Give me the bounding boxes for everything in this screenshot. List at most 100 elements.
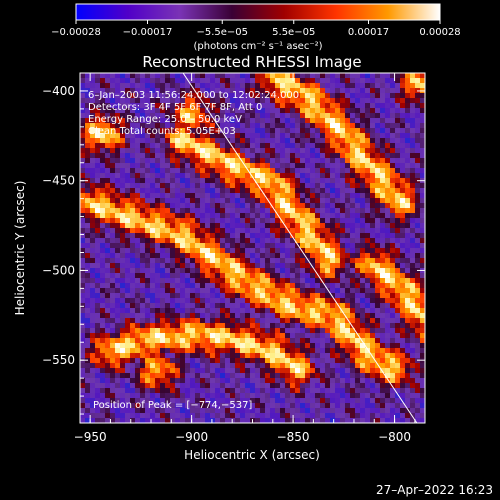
heatmap-cell: [195, 308, 201, 314]
heatmap-cell: [400, 178, 406, 184]
heatmap-cell: [305, 383, 311, 389]
heatmap-cell: [330, 273, 336, 279]
heatmap-cell: [275, 248, 281, 254]
heatmap-cell: [335, 128, 341, 134]
heatmap-cell: [385, 188, 391, 194]
heatmap-cell: [150, 303, 156, 309]
heatmap-cell: [275, 323, 281, 329]
heatmap-cell: [115, 268, 121, 274]
heatmap-cell: [340, 398, 346, 404]
heatmap-cell: [185, 393, 191, 399]
heatmap-cell: [105, 408, 111, 414]
heatmap-cell: [395, 263, 401, 269]
heatmap-cell: [215, 253, 221, 259]
heatmap-cell: [230, 313, 236, 319]
heatmap-cell: [290, 298, 296, 304]
heatmap-cell: [270, 338, 276, 344]
heatmap-cell: [295, 123, 301, 129]
heatmap-cell: [140, 93, 146, 99]
heatmap-cell: [135, 283, 141, 289]
heatmap-cell: [150, 238, 156, 244]
heatmap-cell: [305, 288, 311, 294]
heatmap-cell: [120, 268, 126, 274]
heatmap-cell: [395, 108, 401, 114]
heatmap-cell: [190, 228, 196, 234]
heatmap-cell: [105, 113, 111, 119]
heatmap-cell: [305, 223, 311, 229]
heatmap-cell: [215, 383, 221, 389]
heatmap-cell: [370, 178, 376, 184]
heatmap-cell: [395, 238, 401, 244]
heatmap-cell: [335, 343, 341, 349]
heatmap-cell: [95, 313, 101, 319]
heatmap-cell: [185, 83, 191, 89]
heatmap-cell: [145, 333, 151, 339]
heatmap-cell: [205, 228, 211, 234]
heatmap-cell: [225, 123, 231, 129]
heatmap-cell: [255, 193, 261, 199]
heatmap-cell: [405, 333, 411, 339]
heatmap-cell: [100, 383, 106, 389]
heatmap-cell: [265, 163, 271, 169]
heatmap-cell: [350, 398, 356, 404]
heatmap-cell: [295, 298, 301, 304]
heatmap-cell: [135, 318, 141, 324]
heatmap-cell: [200, 238, 206, 244]
heatmap-cell: [390, 343, 396, 349]
heatmap-cell: [215, 278, 221, 284]
heatmap-cell: [410, 103, 416, 109]
heatmap-cell: [310, 243, 316, 249]
heatmap-cell: [170, 313, 176, 319]
heatmap-cell: [325, 338, 331, 344]
heatmap-cell: [415, 323, 421, 329]
heatmap-cell: [190, 398, 196, 404]
heatmap-cell: [335, 213, 341, 219]
heatmap-cell: [160, 113, 166, 119]
heatmap-cell: [265, 313, 271, 319]
heatmap-cell: [80, 243, 86, 249]
heatmap-cell: [245, 213, 251, 219]
heatmap-cell: [120, 383, 126, 389]
heatmap-cell: [155, 88, 161, 94]
heatmap-cell: [345, 183, 351, 189]
heatmap-cell: [245, 268, 251, 274]
heatmap-cell: [250, 158, 256, 164]
heatmap-cell: [365, 188, 371, 194]
heatmap-cell: [385, 168, 391, 174]
heatmap-cell: [80, 168, 86, 174]
heatmap-cell: [220, 293, 226, 299]
heatmap-cell: [185, 363, 191, 369]
heatmap-cell: [330, 363, 336, 369]
heatmap-cell: [325, 418, 331, 423]
heatmap-cell: [250, 78, 256, 84]
heatmap-cell: [125, 183, 131, 189]
heatmap-cell: [240, 293, 246, 299]
heatmap-cell: [225, 113, 231, 119]
heatmap-cell: [365, 318, 371, 324]
heatmap-cell: [265, 78, 271, 84]
heatmap-cell: [250, 393, 256, 399]
heatmap-cell: [355, 93, 361, 99]
heatmap-cell: [370, 263, 376, 269]
heatmap-cell: [325, 193, 331, 199]
heatmap-cell: [80, 298, 86, 304]
heatmap-cell: [300, 198, 306, 204]
heatmap-cell: [175, 313, 181, 319]
heatmap-cell: [85, 353, 91, 359]
heatmap-cell: [405, 88, 411, 94]
heatmap-cell: [290, 338, 296, 344]
heatmap-cell: [195, 383, 201, 389]
heatmap-cell: [150, 403, 156, 409]
heatmap-cell: [300, 148, 306, 154]
heatmap-cell: [245, 143, 251, 149]
heatmap-cell: [95, 378, 101, 384]
heatmap-cell: [140, 293, 146, 299]
heatmap-cell: [390, 158, 396, 164]
heatmap-cell: [205, 183, 211, 189]
heatmap-cell: [395, 273, 401, 279]
heatmap-cell: [225, 178, 231, 184]
heatmap-cell: [225, 253, 231, 259]
heatmap-cell: [195, 103, 201, 109]
heatmap-cell: [420, 123, 425, 129]
heatmap-cell: [395, 358, 401, 364]
